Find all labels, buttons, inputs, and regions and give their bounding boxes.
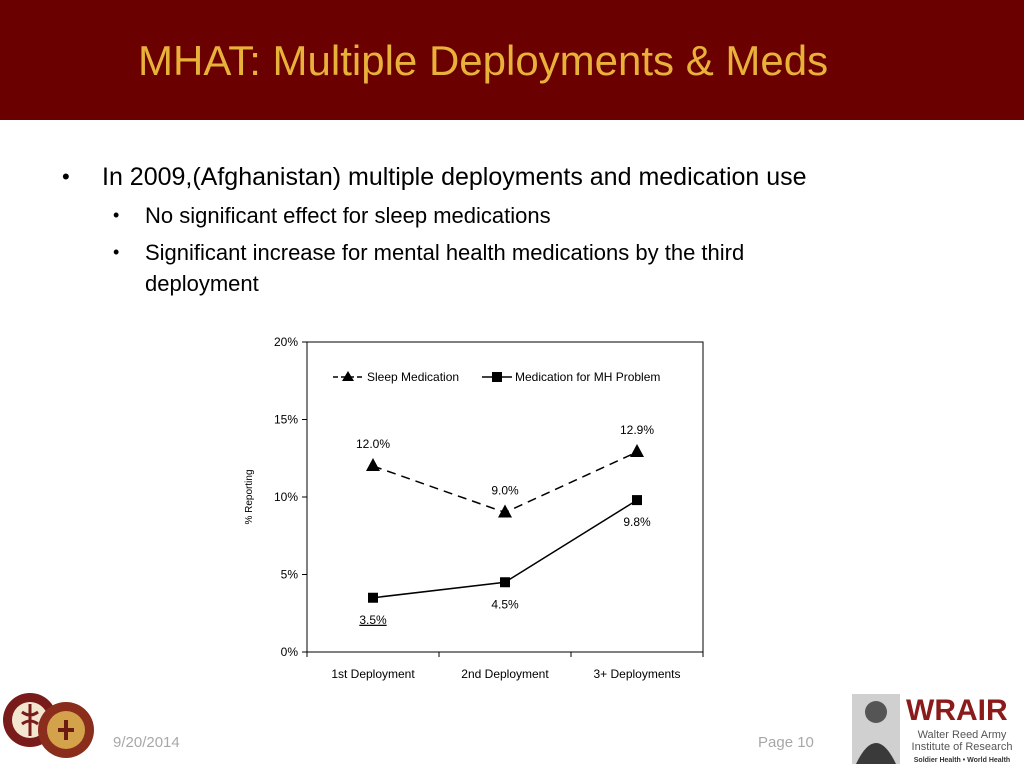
wrair-name-line1: Walter Reed Army xyxy=(918,729,1007,741)
wrair-logo: WRAIR Walter Reed Army Institute of Rese… xyxy=(852,694,1013,764)
bullet-mh-meds: Significant increase for mental health m… xyxy=(145,240,745,265)
cross-icon xyxy=(58,720,74,740)
series-line-0 xyxy=(372,451,638,514)
bullet-marker: • xyxy=(113,242,120,262)
sleep-medication-point xyxy=(630,444,644,458)
y-axis-label: % Reporting xyxy=(244,469,255,524)
x-tick-label: 1st Deployment xyxy=(331,667,415,681)
data-label: 9.0% xyxy=(491,484,519,498)
line-chart: 0% 5% 10% 15% 20% 1st Deployment 2nd Deploymen… xyxy=(244,335,704,681)
sleep-medication-point xyxy=(366,458,380,471)
legend-square-icon xyxy=(492,372,502,382)
data-label: 9.8% xyxy=(623,515,651,529)
data-label: 3.5% xyxy=(359,613,387,627)
caduceus-icon xyxy=(21,704,39,736)
y-tick-label: 5% xyxy=(281,568,299,582)
mh-medication-point xyxy=(500,577,510,588)
legend-mh-label: Medication for MH Problem xyxy=(515,370,660,384)
y-tick-label: 20% xyxy=(274,335,298,349)
legend-sleep-label: Sleep Medication xyxy=(367,370,459,384)
data-label: 4.5% xyxy=(491,597,519,611)
bullet-marker: • xyxy=(113,205,120,225)
portrait-head xyxy=(865,701,887,723)
bullet-mh-meds-continued: deployment xyxy=(145,271,259,296)
mh-medication-point xyxy=(632,495,642,506)
mh-medication-point xyxy=(368,592,378,603)
sleep-medication-point xyxy=(498,504,512,518)
legend-triangle-icon xyxy=(342,371,354,381)
data-label: 12.9% xyxy=(620,423,654,437)
bullet-main: In 2009,(Afghanistan) multiple deploymen… xyxy=(102,163,807,191)
title-bar: MHAT: Multiple Deployments & Meds xyxy=(0,0,1024,120)
portrait-body xyxy=(856,743,896,764)
footer-date: 9/20/2014 xyxy=(113,734,180,751)
y-tick-label: 15% xyxy=(274,413,298,427)
bullet-sleep-meds: No significant effect for sleep medicati… xyxy=(145,203,551,228)
data-label: 12.0% xyxy=(356,437,390,451)
y-tick-label: 0% xyxy=(281,645,299,659)
wrair-tagline: Soldier Health • World Health xyxy=(914,757,1010,764)
y-tick-label: 10% xyxy=(274,490,298,504)
x-tick-label: 2nd Deployment xyxy=(461,667,549,681)
wrair-wordmark: WRAIR xyxy=(906,694,1008,727)
x-tick-label: 3+ Deployments xyxy=(593,667,680,681)
page-number: Page 10 xyxy=(758,734,814,751)
bullet-marker: • xyxy=(62,164,70,189)
slide-title: MHAT: Multiple Deployments & Meds xyxy=(138,37,829,84)
wrair-name-line2: Institute of Research xyxy=(912,741,1013,753)
army-medical-logos xyxy=(3,693,94,758)
